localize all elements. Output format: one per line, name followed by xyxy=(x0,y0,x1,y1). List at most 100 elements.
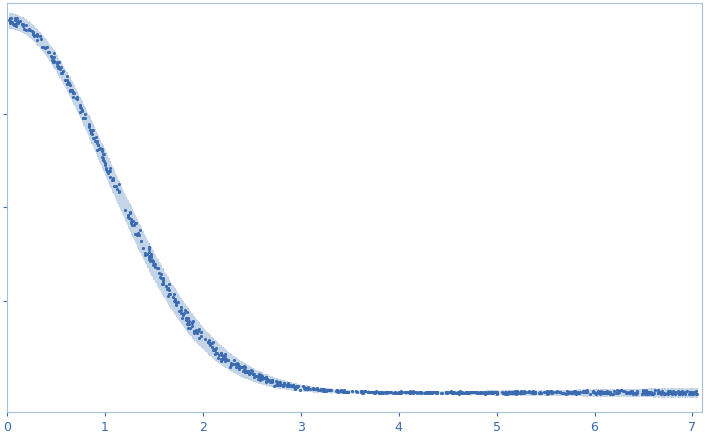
Point xyxy=(465,389,476,396)
Point xyxy=(259,375,270,382)
Point xyxy=(667,388,678,395)
Point xyxy=(655,390,666,397)
Point xyxy=(487,389,498,396)
Point xyxy=(540,388,551,395)
Point xyxy=(98,150,109,157)
Point xyxy=(149,264,161,271)
Point xyxy=(382,388,393,395)
Point xyxy=(663,390,674,397)
Point xyxy=(186,319,197,326)
Point xyxy=(202,339,214,346)
Point xyxy=(515,389,526,396)
Point xyxy=(160,283,171,290)
Point xyxy=(403,388,414,395)
Point xyxy=(35,35,47,42)
Point xyxy=(546,389,558,396)
Point xyxy=(78,115,89,122)
Point xyxy=(374,388,386,395)
Point xyxy=(677,389,688,396)
Point xyxy=(237,364,248,371)
Point xyxy=(513,389,524,396)
Point xyxy=(195,329,207,336)
Point xyxy=(687,390,698,397)
Point xyxy=(368,388,379,395)
Point xyxy=(219,358,231,365)
Point xyxy=(421,389,432,396)
Point xyxy=(200,336,211,343)
Point xyxy=(514,389,525,396)
Point xyxy=(26,27,37,34)
Point xyxy=(325,386,336,393)
Point xyxy=(204,340,216,347)
Point xyxy=(183,320,194,327)
Point xyxy=(145,253,157,260)
Point xyxy=(373,389,384,396)
Point xyxy=(484,389,496,396)
Point xyxy=(87,127,98,134)
Point xyxy=(608,388,619,395)
Point xyxy=(287,383,298,390)
Point xyxy=(508,389,520,396)
Point xyxy=(331,387,343,394)
Point xyxy=(465,388,477,395)
Point xyxy=(253,374,264,381)
Point xyxy=(460,389,471,396)
Point xyxy=(184,321,195,328)
Point xyxy=(426,389,437,396)
Point xyxy=(648,390,659,397)
Point xyxy=(554,388,565,395)
Point xyxy=(247,370,258,377)
Point xyxy=(80,115,91,122)
Point xyxy=(259,374,270,381)
Point xyxy=(92,138,103,145)
Point xyxy=(53,62,64,69)
Point xyxy=(368,389,379,396)
Point xyxy=(31,31,42,38)
Point xyxy=(685,388,696,395)
Point xyxy=(256,375,267,382)
Point xyxy=(310,386,321,393)
Point xyxy=(155,274,166,281)
Point xyxy=(304,385,315,392)
Point xyxy=(157,279,168,286)
Point xyxy=(97,145,108,152)
Point xyxy=(241,369,252,376)
Point xyxy=(657,388,668,395)
Point xyxy=(224,363,235,370)
Point xyxy=(587,388,599,395)
Point xyxy=(86,128,97,135)
Point xyxy=(66,86,78,93)
Point xyxy=(16,21,27,28)
Point xyxy=(690,390,701,397)
Point xyxy=(515,388,527,395)
Point xyxy=(568,388,580,395)
Point xyxy=(335,388,346,395)
Point xyxy=(395,389,406,396)
Point xyxy=(541,389,553,396)
Point xyxy=(155,270,166,277)
Point xyxy=(185,324,196,331)
Point xyxy=(599,389,611,396)
Point xyxy=(375,389,386,396)
Point xyxy=(680,388,691,395)
Point xyxy=(593,388,604,395)
Point xyxy=(656,388,667,395)
Point xyxy=(48,59,59,66)
Point xyxy=(393,389,405,396)
Point xyxy=(104,167,116,174)
Point xyxy=(566,389,577,396)
Point xyxy=(31,32,42,39)
Point xyxy=(487,389,498,396)
Point xyxy=(371,388,382,395)
Point xyxy=(37,43,49,50)
Point xyxy=(376,389,388,396)
Point xyxy=(384,388,395,395)
Point xyxy=(535,389,546,396)
Point xyxy=(231,361,242,368)
Point xyxy=(342,389,353,396)
Point xyxy=(596,389,608,396)
Point xyxy=(256,373,267,380)
Point xyxy=(145,254,157,261)
Point xyxy=(669,388,680,395)
Point xyxy=(204,337,215,344)
